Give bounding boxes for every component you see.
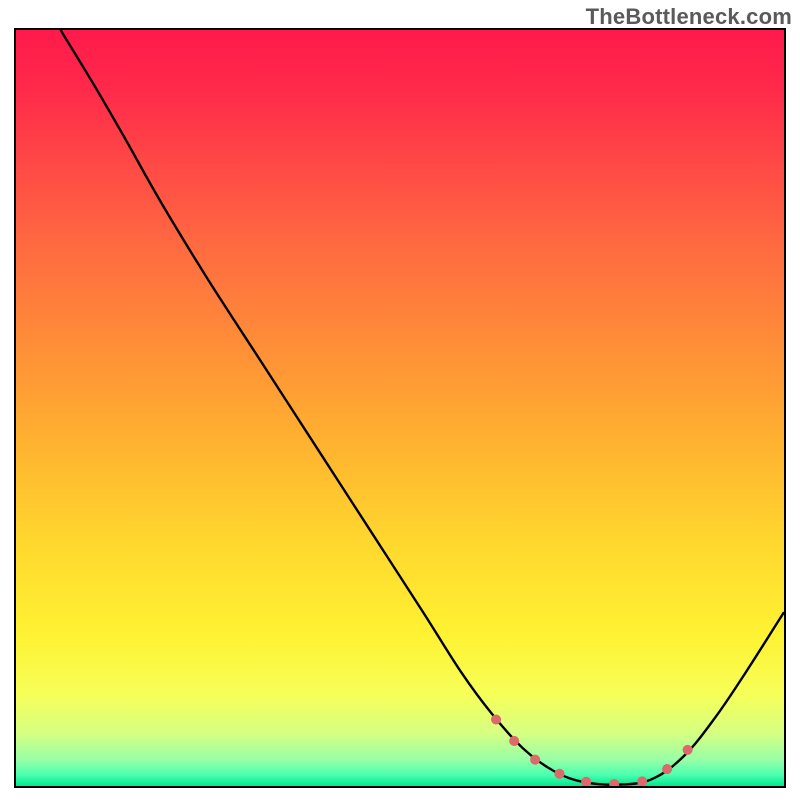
bottleneck-curve [61,30,784,785]
plot-area [14,28,786,788]
chart-container: TheBottleneck.com [0,0,800,800]
curve-layer [16,30,784,786]
watermark-text: TheBottleneck.com [586,4,792,30]
